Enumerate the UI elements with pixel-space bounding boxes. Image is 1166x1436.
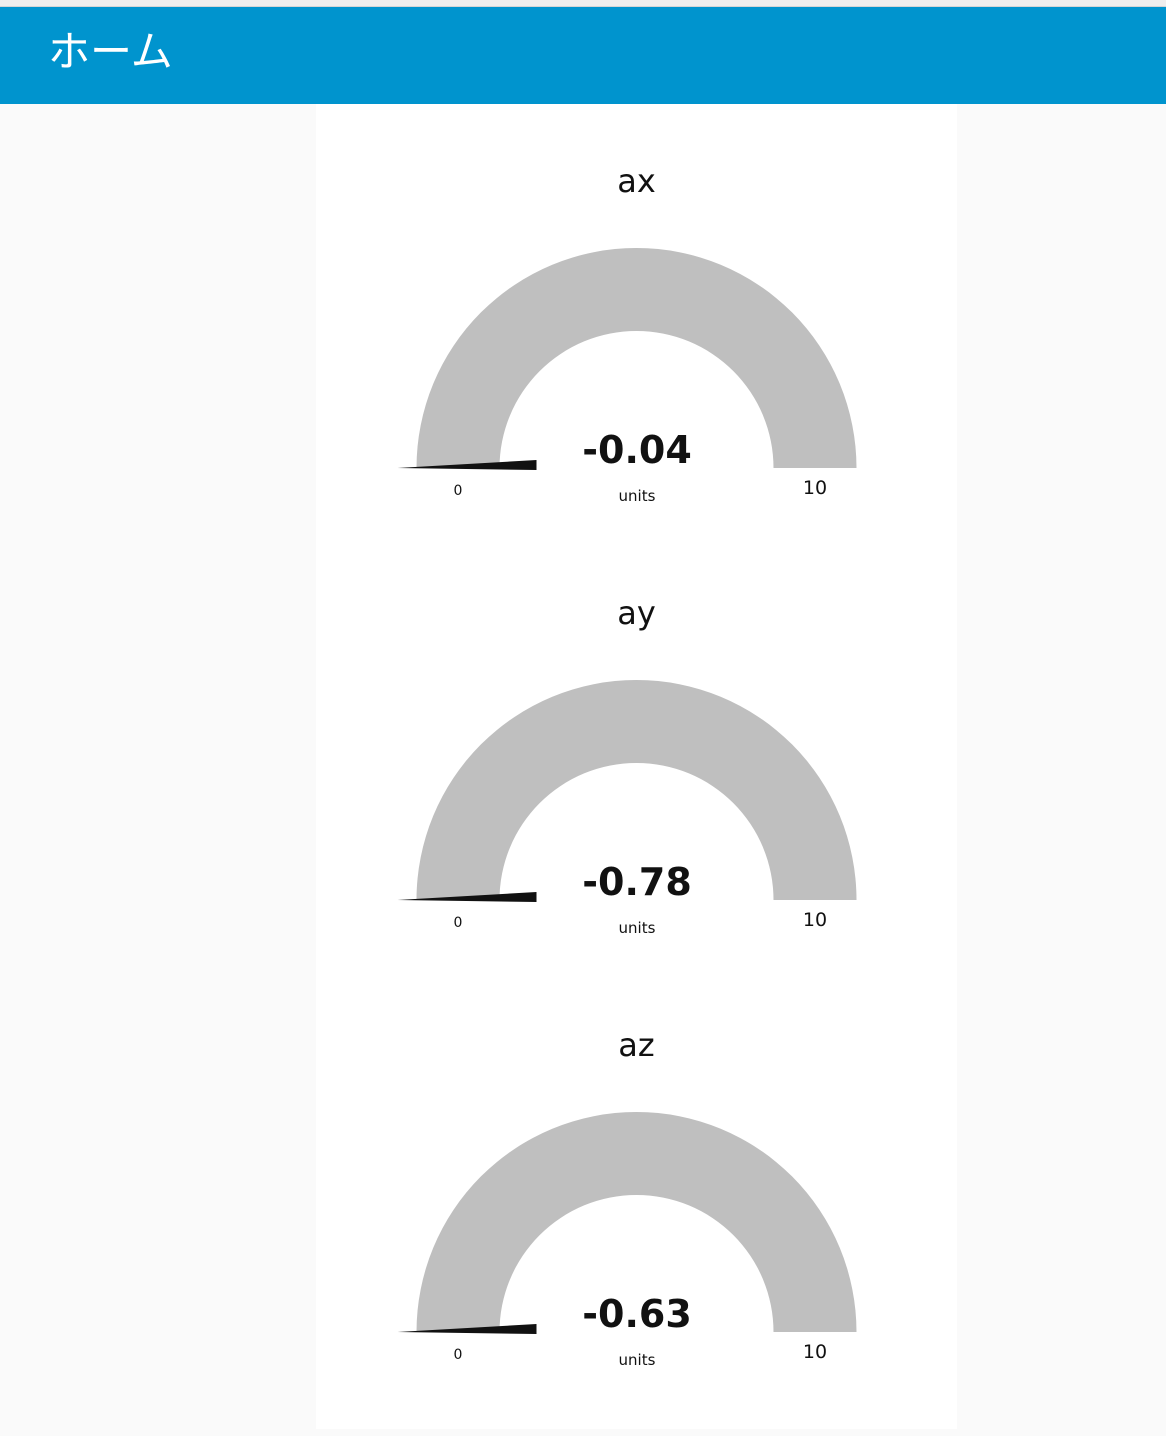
gauge-dial: -0.63 units 0 10 [397,1112,857,1369]
gauge-value: -0.04 [582,428,692,472]
gauge-value: -0.78 [582,860,692,904]
gauge-title: ay [617,594,656,632]
page-title: ホーム [48,27,173,76]
gauge-value: -0.63 [582,1292,692,1336]
gauge-dial: -0.78 units 0 10 [397,680,857,937]
gauge-units-label: units [619,919,656,937]
gauge-dial: -0.04 units 0 10 [397,248,857,505]
gauge-units-label: units [619,1351,656,1369]
gauge-track [416,680,857,900]
gauge-widget-ax: ax -0.04 units 0 10 [316,104,957,536]
gauge-min-label: 0 [454,915,463,931]
gauge-needle [397,1324,537,1334]
gauge-title: az [618,1026,655,1064]
gauge-widget-az: az -0.63 units 0 10 [316,968,957,1400]
gauge-min-label: 0 [454,483,463,499]
gauge-track [416,248,857,468]
gauge-min-label: 0 [454,1347,463,1363]
gauge-needle [397,460,537,470]
gauge-needle [397,892,537,902]
gauge-max-label: 10 [803,1341,827,1363]
gauge-title: ax [617,162,656,200]
gauge-group-card: ax -0.04 units 0 10 ay -0.78 units 0 10 … [316,104,957,1429]
gauge-track [416,1112,857,1332]
browser-top-border [0,0,1166,7]
gauge-units-label: units [619,487,656,505]
dashboard-toolbar: ホーム [0,7,1166,104]
gauge-max-label: 10 [803,477,827,499]
gauge-max-label: 10 [803,909,827,931]
gauge-widget-ay: ay -0.78 units 0 10 [316,536,957,968]
